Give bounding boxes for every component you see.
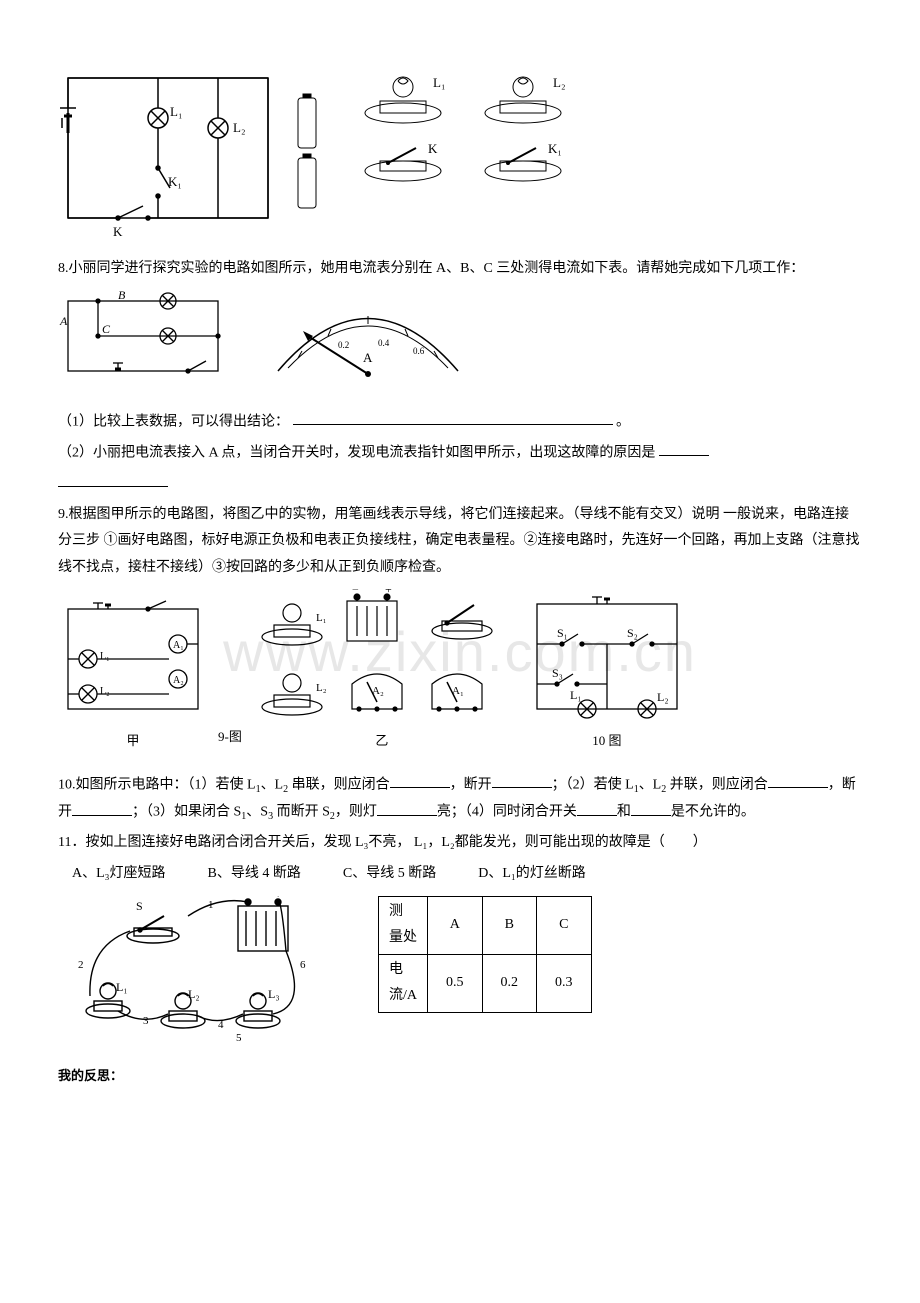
q8-figure-row: A B C 0.2 0.4 0.6 A bbox=[58, 291, 862, 391]
svg-text:6: 6 bbox=[300, 959, 306, 971]
q10-b3[interactable] bbox=[768, 772, 828, 788]
q11-row: − + bbox=[58, 896, 862, 1046]
q9-fig-mid: L₁ − + bbox=[252, 589, 512, 729]
q10-b1[interactable] bbox=[390, 772, 450, 788]
q10-b7[interactable] bbox=[631, 799, 671, 815]
svg-text:L₂: L₂ bbox=[100, 686, 110, 697]
q8-blank2b[interactable] bbox=[58, 471, 168, 487]
svg-text:A: A bbox=[59, 314, 68, 328]
svg-text:+: + bbox=[275, 896, 281, 901]
svg-text:A: A bbox=[363, 350, 373, 365]
q7-l2-label: L₂ bbox=[233, 120, 245, 135]
q11-table: 测 量处 A B C 电 流/A 0.5 0.2 0.3 bbox=[378, 896, 592, 1013]
page-content: L₁ L₂ K K₁ L₁ L₂ K bbox=[58, 68, 862, 1088]
q10-b2[interactable] bbox=[492, 772, 552, 788]
svg-text:3: 3 bbox=[143, 1015, 149, 1027]
svg-text:C: C bbox=[102, 322, 111, 336]
q8-figure: A B C 0.2 0.4 0.6 A bbox=[58, 291, 478, 391]
svg-text:+: + bbox=[385, 589, 392, 596]
svg-text:L₁: L₁ bbox=[433, 75, 445, 90]
q8-sub1-post: 。 bbox=[616, 414, 630, 429]
q11-options: A、L₃灯座短路 B、导线 4 断路 C、导线 5 断路 D、L₁的灯丝断路 bbox=[58, 861, 862, 888]
q9-figure-row: A₁ A₂ L₁ L₂ 甲 9-图 bbox=[58, 589, 862, 754]
q9-fig-left: A₁ A₂ L₁ L₂ bbox=[58, 599, 208, 729]
svg-text:0.6: 0.6 bbox=[413, 346, 425, 356]
q7-k1-label: K₁ bbox=[168, 174, 182, 189]
svg-text:A₁: A₁ bbox=[173, 640, 184, 651]
svg-text:L₁: L₁ bbox=[570, 688, 582, 702]
q10-text: 10.如图所示电路中：（1）若使 L1、L2 串联，则应闭合，断开；（2）若使 … bbox=[58, 772, 862, 826]
svg-text:0.2: 0.2 bbox=[338, 340, 349, 350]
svg-text:2: 2 bbox=[78, 959, 84, 971]
q10-b5[interactable] bbox=[377, 799, 437, 815]
q8-intro: 8.小丽同学进行探究实验的电路如图所示，她用电流表分别在 A、B、C 三处测得电… bbox=[58, 256, 862, 283]
q7-figure: L₁ L₂ K K₁ L₁ L₂ K bbox=[58, 68, 618, 238]
svg-text:K₁: K₁ bbox=[548, 141, 562, 156]
svg-text:L₁: L₁ bbox=[100, 651, 110, 662]
q8-blank1[interactable] bbox=[293, 409, 613, 425]
q11-text: 11．按如上图连接好电路闭合闭合开关后，发现 L₃不亮， L₁，L₂都能发光，则… bbox=[58, 830, 862, 857]
svg-text:S₂: S₂ bbox=[627, 626, 638, 640]
svg-text:4: 4 bbox=[218, 1019, 224, 1031]
fig10-caption: 10 图 bbox=[522, 729, 692, 754]
svg-text:S₁: S₁ bbox=[557, 626, 568, 640]
svg-text:K: K bbox=[428, 141, 438, 156]
svg-text:L₂: L₂ bbox=[188, 987, 200, 1001]
q8-sub2-pre: （2）小丽把电流表接入 A 点，当闭合开关时，发现电流表指针如图甲所示，出现这故… bbox=[58, 445, 655, 460]
q7-figure-row: L₁ L₂ K K₁ L₁ L₂ K bbox=[58, 68, 862, 238]
svg-text:−: − bbox=[243, 896, 249, 901]
svg-text:L₁: L₁ bbox=[116, 980, 128, 994]
svg-text:S₃: S₃ bbox=[552, 666, 563, 680]
q7-k-label: K bbox=[113, 224, 123, 238]
svg-text:B: B bbox=[118, 291, 126, 302]
q7-l1-label: L₁ bbox=[170, 104, 182, 119]
q11-figure: − + bbox=[58, 896, 338, 1046]
svg-text:1: 1 bbox=[208, 899, 214, 911]
svg-text:L₂: L₂ bbox=[316, 682, 327, 694]
q9-text: 9.根据图甲所示的电路图，将图乙中的实物，用笔画线表示导线，将它们连接起来。（导… bbox=[58, 502, 862, 582]
svg-text:0.4: 0.4 bbox=[378, 338, 390, 348]
svg-text:L₁: L₁ bbox=[316, 612, 327, 624]
q9-midcap: 9-图 bbox=[218, 725, 242, 754]
svg-text:L₂: L₂ bbox=[553, 75, 565, 90]
q8-sub1-pre: （1）比较上表数据，可以得出结论： bbox=[58, 414, 289, 429]
svg-text:L₃: L₃ bbox=[268, 987, 280, 1001]
svg-text:5: 5 bbox=[236, 1032, 242, 1044]
reflect-label: 我的反思： bbox=[58, 1064, 862, 1089]
q8-sub1: （1）比较上表数据，可以得出结论： 。 bbox=[58, 409, 862, 436]
q10-b6[interactable] bbox=[577, 799, 617, 815]
q10-figure: S₁ S₂ S₃ L₁ L₂ bbox=[522, 589, 692, 729]
svg-text:A₂: A₂ bbox=[173, 675, 184, 686]
svg-text:L₂: L₂ bbox=[657, 690, 669, 704]
q10-b4[interactable] bbox=[72, 799, 132, 815]
q8-blank2a[interactable] bbox=[659, 440, 709, 456]
q8-sub2: （2）小丽把电流表接入 A 点，当闭合开关时，发现电流表指针如图甲所示，出现这故… bbox=[58, 440, 862, 467]
svg-text:S: S bbox=[136, 899, 143, 913]
svg-text:−: − bbox=[352, 589, 359, 596]
